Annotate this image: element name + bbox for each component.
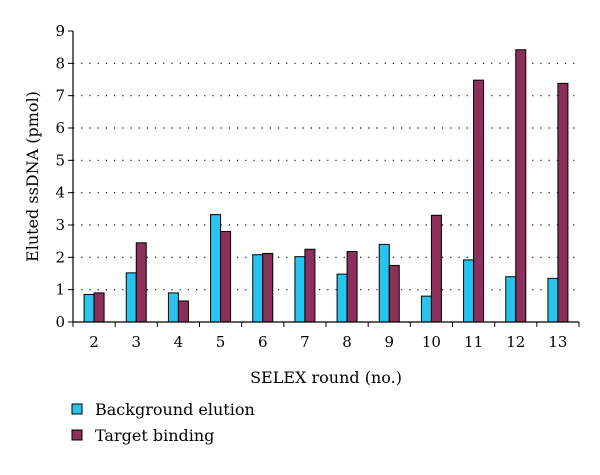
y-axis-title: Eluted ssDNA (pmol) [23,91,42,262]
y-tick-label: 1 [55,281,65,299]
x-tick-label: 2 [89,333,99,351]
x-tick-label: 7 [300,333,310,351]
bar-background-elution [125,272,137,323]
x-tick-label: 4 [174,333,184,351]
y-tick-label: 5 [55,151,65,169]
x-tick-label: 12 [506,333,525,351]
y-tick-label: 3 [55,216,65,234]
x-tick-label: 6 [258,333,268,351]
x-tick-labels: 2 3 4 5 6 7 8 9 10 11 12 13 [89,333,567,351]
x-tick-label: 13 [548,333,567,351]
bar-background-elution [210,214,222,323]
x-tick-label: 5 [216,333,226,351]
y-tick-label: 2 [55,248,65,266]
legend-swatch-background-elution [71,403,83,415]
bar-background-elution [167,292,179,323]
y-tick-label: 0 [55,313,65,331]
bar-target-binding [557,82,569,323]
bar-target-binding [177,300,189,323]
bar-background-elution [252,254,264,323]
bar-background-elution [83,294,95,323]
bar-target-binding [515,49,527,323]
x-tick-label: 10 [422,333,441,351]
gridlines [73,62,579,291]
legend-swatch-target-binding [71,429,83,441]
bar-target-binding [304,248,316,323]
bar-target-binding [220,230,232,323]
x-tick-label: 11 [464,333,483,351]
bar-background-elution [336,273,348,323]
x-tick-label: 8 [342,333,352,351]
bar-background-elution [420,295,432,323]
y-tick-label: 6 [55,119,65,137]
y-tick-label: 9 [55,22,65,40]
bar-background-elution [505,276,517,323]
bar-target-binding [388,264,400,323]
legend: Background elution Target binding [71,400,255,445]
y-tick-label: 7 [55,87,65,105]
y-tick-label: 8 [55,54,65,72]
axes [68,30,580,327]
legend-label-target-binding: Target binding [95,426,214,445]
bar-background-elution [547,277,559,323]
x-tick-label: 3 [131,333,141,351]
y-tick-labels: 0 1 2 3 4 5 6 7 8 9 [55,22,65,331]
bar-target-binding [135,242,147,323]
bar-target-binding [93,292,105,323]
bar-target-binding [262,252,274,323]
bar-target-binding [430,214,442,323]
y-tick-label: 4 [55,184,65,202]
bar-target-binding [473,79,485,323]
bar-background-elution [463,259,475,323]
x-axis-title: SELEX round (no.) [250,368,402,387]
x-tick-label: 9 [384,333,394,351]
bar-background-elution [378,243,390,323]
bars [83,49,569,323]
bar-background-elution [294,256,306,323]
legend-label-background-elution: Background elution [95,400,255,419]
bar-target-binding [346,251,358,323]
